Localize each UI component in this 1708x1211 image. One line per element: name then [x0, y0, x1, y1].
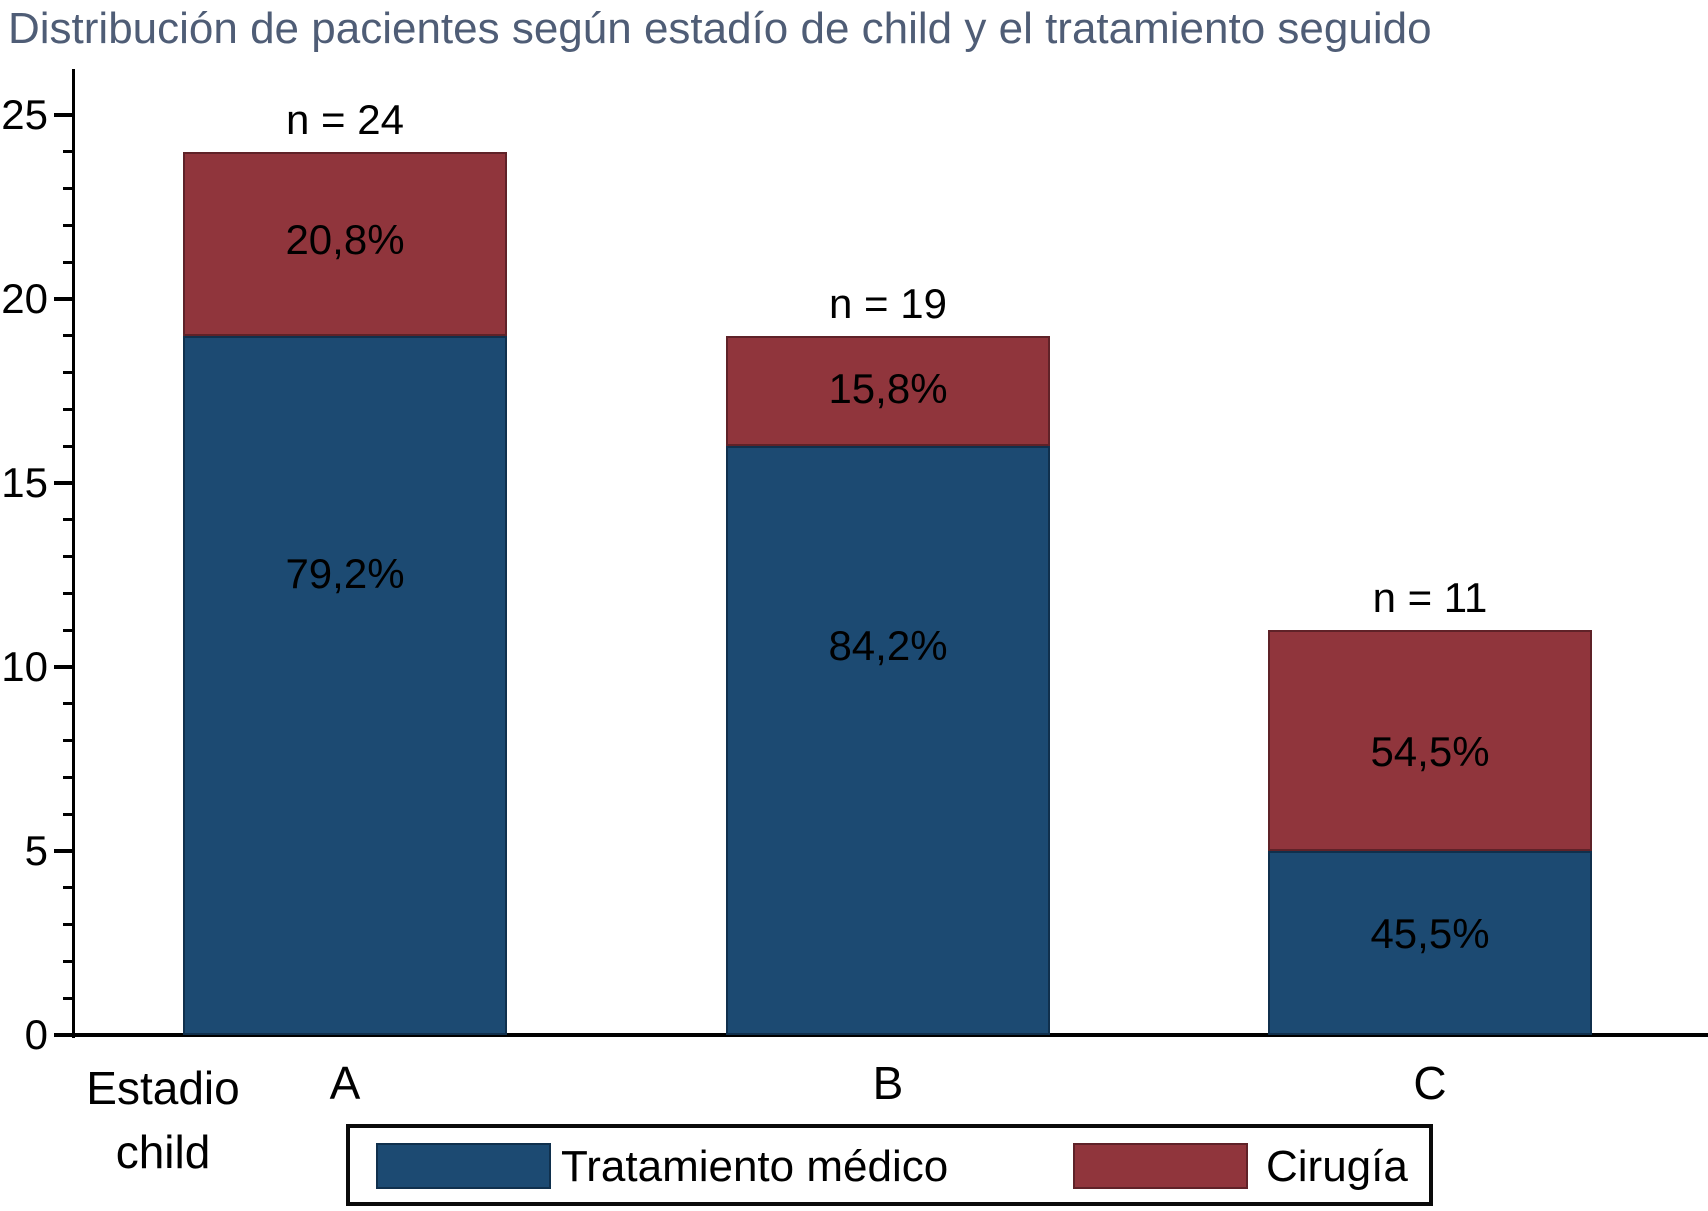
x-category-label-C: C [1413, 1057, 1447, 1109]
y-major-tick [54, 113, 72, 117]
y-minor-tick [63, 628, 72, 632]
bar-B-segment-medical [726, 446, 1050, 1035]
y-minor-tick [63, 996, 72, 1000]
y-minor-tick [63, 923, 72, 927]
x-axis-line [72, 1033, 1708, 1037]
y-minor-tick [63, 739, 72, 743]
y-minor-tick [63, 555, 72, 559]
bar-A-segment-surgery [183, 151, 507, 336]
x-category-label-A: A [329, 1057, 361, 1109]
y-tick-label: 25 [1, 91, 48, 138]
y-minor-tick [63, 775, 72, 779]
legend-swatch-surgery [1073, 1143, 1248, 1189]
y-minor-tick [63, 150, 72, 154]
bar-A-segment-medical [183, 335, 507, 1035]
bar-C-n-label: n = 11 [1372, 574, 1488, 622]
x-axis-group-label-line2: child [115, 1126, 211, 1178]
bar-A-percent-label: 20,8% [285, 216, 405, 264]
y-major-tick [54, 297, 72, 301]
bar-C-segment-surgery [1268, 630, 1592, 851]
y-minor-tick [63, 334, 72, 338]
bar-C-segment-medical [1268, 851, 1592, 1035]
legend: Tratamiento médico Cirugía [346, 1124, 1433, 1206]
y-minor-tick [63, 518, 72, 522]
x-category-label-B: B [872, 1057, 904, 1109]
y-axis-line [72, 69, 75, 1038]
y-major-tick [54, 849, 72, 853]
x-axis-group-label-line1: Estadio [86, 1062, 240, 1114]
legend-label-surgery: Cirugía [1266, 1142, 1408, 1191]
bar-B-percent-label: 15,8% [828, 364, 948, 412]
y-tick-label: 10 [1, 643, 48, 690]
legend-label-medical: Tratamiento médico [561, 1142, 949, 1191]
y-minor-tick [63, 223, 72, 227]
y-minor-tick [63, 444, 72, 448]
y-major-tick [54, 665, 72, 669]
y-minor-tick [63, 260, 72, 264]
y-minor-tick [63, 591, 72, 595]
y-minor-tick [63, 812, 72, 816]
bar-A-n-label: n = 24 [286, 95, 404, 143]
y-tick-label: 5 [24, 827, 48, 874]
y-major-tick [54, 481, 72, 485]
y-tick-label: 0 [24, 1011, 48, 1058]
y-minor-tick [63, 407, 72, 411]
bar-B-percent-label: 84,2% [828, 622, 948, 670]
y-tick-label: 20 [1, 275, 48, 322]
bar-B-n-label: n = 19 [829, 279, 947, 327]
y-minor-tick [63, 371, 72, 375]
y-tick-label: 15 [1, 459, 48, 506]
y-minor-tick [63, 959, 72, 963]
bar-A-percent-label: 79,2% [285, 549, 405, 597]
bar-B-segment-surgery [726, 335, 1050, 447]
y-major-tick [54, 1033, 72, 1037]
chart-title: Distribución de pacientes según estadío … [8, 4, 1432, 53]
x-axis-group-label: Estadio child [60, 1056, 266, 1184]
y-minor-tick [63, 702, 72, 706]
y-minor-tick [63, 187, 72, 191]
bar-C-percent-label: 54,5% [1370, 727, 1490, 775]
y-minor-tick [63, 886, 72, 890]
legend-swatch-medical [376, 1143, 551, 1189]
bar-C-percent-label: 45,5% [1370, 909, 1490, 957]
